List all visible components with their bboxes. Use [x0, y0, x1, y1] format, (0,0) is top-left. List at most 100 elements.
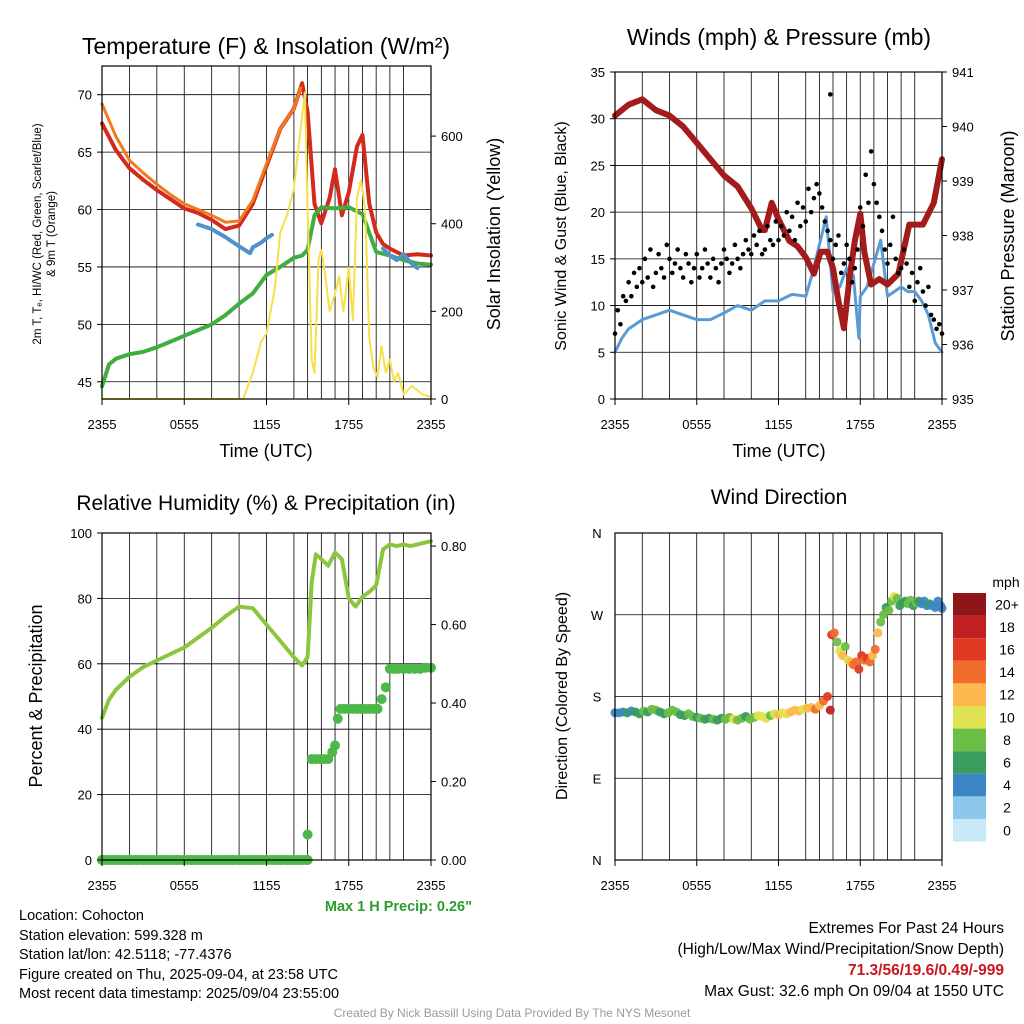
gust-point [686, 261, 691, 266]
gust-point [860, 223, 866, 229]
direction-point [884, 605, 894, 615]
gust-point [882, 247, 888, 252]
colorbar-label: 6 [1003, 755, 1011, 771]
x-tick-label: 2355 [601, 417, 630, 432]
winds-y-ticks: 0 5 10 15 20 25 30 35 [591, 65, 615, 407]
recent-timestamp: Most recent data timestamp: 2025/09/04 2… [19, 986, 340, 1002]
colorbar-swatch [953, 660, 986, 684]
y2-tick-label: 200 [441, 304, 463, 319]
direction-tick-label: N [592, 853, 601, 868]
winds-panel: Winds (mph) & Pressure (mb) 0 5 10 15 20 25 30… [553, 24, 1018, 461]
y-tick-label: 35 [591, 65, 605, 80]
credit-line: Created By Nick Bassill Using Data Provi… [333, 1006, 691, 1020]
gust-point [931, 317, 937, 322]
y-tick-label: 25 [591, 158, 605, 173]
gust-point [849, 279, 855, 285]
gust-point [751, 233, 757, 238]
direction-x-ticks: 2355 0555 1155 1755 2355 [601, 860, 956, 893]
insolation-line [101, 91, 432, 400]
gust-point [917, 265, 923, 271]
gust-point [898, 265, 904, 271]
extremes-block: Extremes For Past 24 Hours (High/Low/Max… [678, 918, 1005, 1002]
gust-point [759, 251, 765, 257]
gust-point [672, 261, 678, 266]
y2-tick-label: 600 [441, 129, 463, 144]
x-tick-label: 1755 [334, 417, 363, 432]
colorbar-swatch [953, 683, 986, 706]
precip-point [376, 694, 387, 705]
speed-colorbar: 20+ 18 16 14 12 10 8 6 4 2 0 [953, 593, 1019, 842]
y-tick-label: 70 [78, 88, 92, 103]
colorbar-unit: mph [992, 574, 1019, 590]
gust-point [705, 261, 710, 266]
gust-point [866, 200, 871, 206]
gust-point [879, 228, 885, 234]
x-tick-label: 0555 [682, 417, 711, 432]
gust-point [732, 242, 738, 248]
gust-point [822, 219, 828, 224]
extremes-values: 71.3/56/19.6/0.49/-999 [848, 962, 1004, 979]
y2-tick-label: 938 [952, 229, 974, 244]
gust-point [909, 270, 915, 276]
gust-point [637, 265, 642, 271]
gust-point [907, 284, 912, 290]
gust-point [713, 265, 719, 271]
gust-point [830, 256, 836, 262]
gust-point [620, 293, 626, 299]
gust-point [838, 270, 844, 276]
gust-point [615, 307, 621, 313]
gust-point [825, 228, 830, 234]
precip-y-ticks: 0.00 0.20 0.40 0.60 0.80 [431, 539, 466, 868]
humidity-x-ticks: 2355 0555 1155 1755 2355 [88, 860, 445, 893]
gust-point [795, 200, 800, 206]
x-tick-label: 1155 [253, 417, 281, 432]
x-tick-label: 1755 [846, 417, 875, 432]
precip-point [332, 713, 343, 724]
gust-point [915, 279, 920, 285]
gust-point [827, 237, 833, 243]
y-tick-label: 45 [78, 375, 92, 390]
gust-point [634, 284, 640, 290]
gust-point [893, 256, 898, 262]
gust-point [928, 312, 934, 318]
station-info: Location: Cohocton Station elevation: 59… [19, 907, 339, 1005]
direction-point [851, 657, 861, 667]
x-tick-label: 2355 [88, 878, 117, 893]
direction-point [840, 642, 850, 652]
windchill-line [381, 246, 420, 271]
y2-tick-label: 941 [952, 65, 974, 80]
precip-point [372, 703, 383, 714]
colorbar-swatch [953, 728, 986, 752]
gust-point [661, 275, 667, 280]
colorbar-swatch [953, 773, 986, 797]
temperature-title: Temperature (F) & Insolation (W/m²) [82, 33, 450, 59]
gust-point [724, 256, 730, 262]
direction-title: Wind Direction [711, 486, 848, 509]
gust-point [844, 242, 849, 248]
gust-point [808, 209, 814, 215]
precip-point [302, 829, 313, 840]
gust-point [669, 270, 675, 276]
gust-point [887, 242, 893, 248]
gust-point [863, 172, 868, 178]
direction-ylabel: Direction (Colored By Speed) [554, 592, 571, 800]
gust-point [784, 209, 789, 215]
temperature-panel: Temperature (F) & Insolation (W/m²) 45 50… [32, 33, 504, 461]
gust-point [765, 223, 770, 229]
x-tick-label: 2355 [417, 417, 446, 432]
y-tick-label: 30 [591, 112, 605, 127]
gust-point [757, 228, 762, 234]
gust-point [819, 205, 825, 210]
gust-point [934, 326, 939, 332]
gust-point [871, 181, 877, 187]
gust-point [697, 275, 702, 280]
colorbar-swatch [953, 638, 986, 661]
y-tick-label: 20 [591, 205, 605, 220]
colorbar-swatch [953, 706, 986, 729]
figure-created: Figure created on Thu, 2025-09-04, at 23… [19, 966, 338, 983]
gust-point [721, 247, 727, 252]
gust-point [702, 247, 708, 252]
gust-point [852, 265, 858, 271]
